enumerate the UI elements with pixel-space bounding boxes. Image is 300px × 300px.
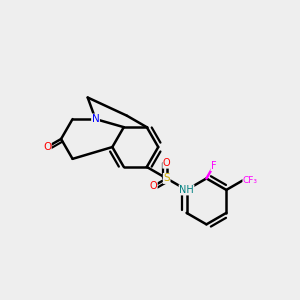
Text: N: N xyxy=(92,114,99,124)
Text: CF₃: CF₃ xyxy=(243,176,258,185)
Text: NH: NH xyxy=(179,185,194,195)
Text: O: O xyxy=(43,142,51,152)
Text: S: S xyxy=(163,173,170,183)
Text: O: O xyxy=(163,158,170,168)
Text: O: O xyxy=(150,181,157,191)
Text: F: F xyxy=(211,161,217,171)
